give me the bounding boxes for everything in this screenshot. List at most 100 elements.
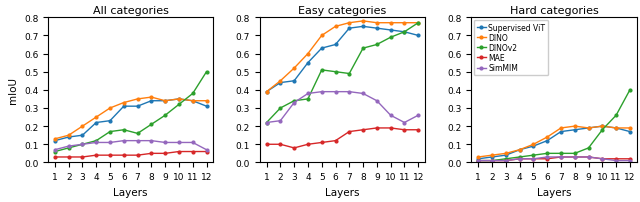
Supervised ViT xyxy=(161,100,169,102)
DINO xyxy=(203,100,211,102)
DINO xyxy=(612,127,620,129)
Y-axis label: mIoU: mIoU xyxy=(8,77,19,104)
SimMIM xyxy=(543,156,551,158)
DINOv2 xyxy=(414,22,422,25)
MAE xyxy=(529,158,537,160)
SimMIM xyxy=(612,160,620,162)
SimMIM xyxy=(359,93,367,95)
DINO xyxy=(318,35,326,37)
DINO xyxy=(516,149,524,151)
Supervised ViT xyxy=(414,35,422,37)
SimMIM xyxy=(502,160,509,162)
MAE xyxy=(189,150,196,153)
MAE xyxy=(557,156,565,158)
DINOv2 xyxy=(291,100,298,102)
Supervised ViT xyxy=(318,48,326,50)
Supervised ViT xyxy=(92,122,100,124)
DINOv2 xyxy=(332,71,339,74)
MAE xyxy=(585,156,593,158)
DINOv2 xyxy=(529,154,537,157)
MAE xyxy=(387,127,394,129)
MAE xyxy=(79,156,86,158)
MAE xyxy=(106,154,114,157)
DINO xyxy=(529,143,537,146)
DINOv2 xyxy=(148,123,156,126)
Supervised ViT xyxy=(65,136,72,139)
SimMIM xyxy=(401,122,408,124)
SimMIM xyxy=(65,145,72,148)
DINOv2 xyxy=(189,93,196,95)
Supervised ViT xyxy=(474,158,482,160)
SimMIM xyxy=(488,160,496,162)
Supervised ViT xyxy=(346,28,353,30)
DINOv2 xyxy=(488,160,496,162)
MAE xyxy=(332,140,339,142)
DINOv2 xyxy=(92,140,100,142)
SimMIM xyxy=(516,158,524,160)
Supervised ViT xyxy=(120,105,127,108)
DINO xyxy=(276,80,284,83)
MAE xyxy=(598,158,606,160)
Title: All categories: All categories xyxy=(93,6,168,16)
SimMIM xyxy=(346,91,353,93)
Supervised ViT xyxy=(359,26,367,28)
DINOv2 xyxy=(502,158,509,160)
DINO xyxy=(543,136,551,139)
X-axis label: Layers: Layers xyxy=(537,187,572,197)
SimMIM xyxy=(474,160,482,162)
DINO xyxy=(387,22,394,25)
Line: DINO: DINO xyxy=(477,125,631,159)
Supervised ViT xyxy=(373,28,381,30)
DINO xyxy=(148,96,156,99)
Supervised ViT xyxy=(203,105,211,108)
SimMIM xyxy=(276,120,284,122)
DINOv2 xyxy=(387,37,394,39)
DINO xyxy=(488,154,496,157)
Supervised ViT xyxy=(263,91,271,93)
SimMIM xyxy=(291,102,298,104)
Line: MAE: MAE xyxy=(265,127,420,149)
Legend: Supervised ViT, DINO, DINOv2, MAE, SimMIM: Supervised ViT, DINO, DINOv2, MAE, SimMI… xyxy=(474,20,548,76)
X-axis label: Layers: Layers xyxy=(113,187,148,197)
MAE xyxy=(148,152,156,155)
Supervised ViT xyxy=(598,125,606,128)
SimMIM xyxy=(106,142,114,144)
DINOv2 xyxy=(359,48,367,50)
Supervised ViT xyxy=(387,30,394,32)
Line: SimMIM: SimMIM xyxy=(54,140,208,151)
SimMIM xyxy=(387,115,394,117)
MAE xyxy=(401,129,408,131)
MAE xyxy=(516,158,524,160)
X-axis label: Layers: Layers xyxy=(325,187,360,197)
SimMIM xyxy=(598,158,606,160)
DINO xyxy=(585,127,593,129)
SimMIM xyxy=(304,93,312,95)
DINOv2 xyxy=(65,147,72,149)
Line: Supervised ViT: Supervised ViT xyxy=(477,125,631,160)
MAE xyxy=(263,143,271,146)
DINOv2 xyxy=(516,156,524,158)
SimMIM xyxy=(373,100,381,102)
Line: DINOv2: DINOv2 xyxy=(54,71,208,153)
DINO xyxy=(332,26,339,28)
DINOv2 xyxy=(276,107,284,110)
SimMIM xyxy=(585,156,593,158)
DINO xyxy=(134,98,141,101)
Supervised ViT xyxy=(502,154,509,157)
Supervised ViT xyxy=(106,120,114,122)
Supervised ViT xyxy=(571,129,579,131)
MAE xyxy=(51,156,59,158)
DINO xyxy=(598,125,606,128)
DINO xyxy=(79,125,86,128)
Line: DINOv2: DINOv2 xyxy=(265,22,420,124)
MAE xyxy=(134,154,141,157)
DINO xyxy=(304,53,312,56)
DINOv2 xyxy=(557,152,565,155)
MAE xyxy=(161,152,169,155)
MAE xyxy=(414,129,422,131)
DINOv2 xyxy=(318,69,326,72)
DINO xyxy=(51,138,59,140)
MAE xyxy=(175,150,183,153)
SimMIM xyxy=(529,158,537,160)
MAE xyxy=(502,160,509,162)
